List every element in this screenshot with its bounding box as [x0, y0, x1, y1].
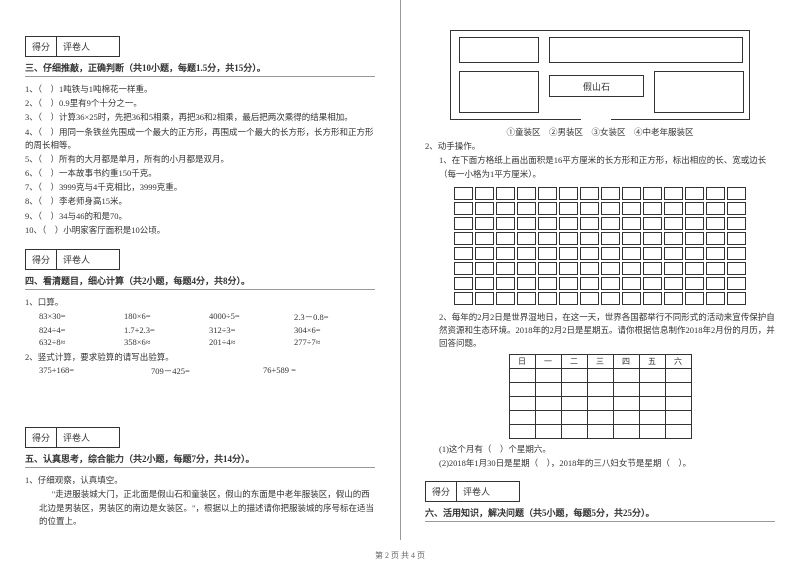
- score-label: 得分: [26, 250, 56, 269]
- q3-10: 10、（ ）小明家客厅面积是10公顷。: [25, 224, 375, 237]
- q5-1: 1、仔细观察，认真填空。: [25, 474, 375, 487]
- score-box-5: 得分 评卷人: [25, 427, 120, 448]
- grader-label: 评卷人: [56, 37, 96, 56]
- calc-cell: 76+589 =: [263, 365, 375, 377]
- calc-cell: 2.3－0.8=: [294, 311, 375, 323]
- q3-9: 9、（ ）34与46的和是70。: [25, 210, 375, 223]
- right-column: 假山石 ①童装区 ②男装区 ③女装区 ④中老年服装区 2、动手操作。 1、在下面…: [400, 0, 800, 565]
- grader-label: 评卷人: [56, 250, 96, 269]
- grader-label: 评卷人: [456, 482, 496, 501]
- calc-cell: 180×6=: [124, 311, 205, 323]
- q3-2: 2、（ ）0.9里有9个十分之一。: [25, 97, 375, 110]
- score-label: 得分: [26, 37, 56, 56]
- calc-cell: 824÷4=: [39, 325, 120, 335]
- q5-para: "走进服装城大门，正北面是假山石和童装区，假山的东面是中老年服装区，假山的西北边…: [39, 488, 375, 528]
- calc-cell: 201÷4≈: [209, 337, 290, 347]
- hands-sub2: (2)2018年1月30日是星期（ ），2018年的三八妇女节是星期（ ）。: [439, 457, 775, 470]
- q3-8: 8、（ ）李老师身高15米。: [25, 195, 375, 208]
- calc-cell: 375+168=: [39, 365, 151, 377]
- calc-cell: 4000÷5=: [209, 311, 290, 323]
- score-label: 得分: [426, 482, 456, 501]
- calc-cell: 358×6≈: [124, 337, 205, 347]
- grader-label: 评卷人: [56, 428, 96, 447]
- score-label: 得分: [26, 428, 56, 447]
- hands-header: 2、动手操作。: [425, 140, 775, 153]
- section-6-title: 六、活用知识，解决问题（共5小题，每题5分，共25分）。: [425, 506, 775, 522]
- calc-grid-2: 375+168= 709－425= 76+589 =: [39, 365, 375, 377]
- score-box-3: 得分 评卷人: [25, 36, 120, 57]
- q3-5: 5、（ ）所有的大月都是单月，所有的小月都是双月。: [25, 153, 375, 166]
- calc-grid: 83×30= 180×6= 4000÷5= 2.3－0.8= 824÷4= 1.…: [39, 311, 375, 347]
- calc-cell: 304×6=: [294, 325, 375, 335]
- section-3-items: 1、（ ）1吨铁与1吨棉花一样重。 2、（ ）0.9里有9个十分之一。 3、（ …: [25, 83, 375, 237]
- q3-1: 1、（ ）1吨铁与1吨棉花一样重。: [25, 83, 375, 96]
- calendar-table: 日一二三四五六: [509, 354, 692, 439]
- q4-1: 1、口算。: [25, 296, 375, 309]
- left-column: 得分 评卷人 三、仔细推敲，正确判断（共10小题，每题1.5分，共15分）。 1…: [0, 0, 400, 565]
- calc-cell: 709－425=: [151, 365, 263, 377]
- section-4-title: 四、看清题目，细心计算（共2小题，每题4分，共8分）。: [25, 274, 375, 290]
- q3-6: 6、（ ）一本故事书约重150千克。: [25, 167, 375, 180]
- section-3-title: 三、仔细推敲，正确判断（共10小题，每题1.5分，共15分）。: [25, 61, 375, 77]
- hands-q1: 1、在下面方格纸上画出面积是16平方厘米的长方形和正方形，标出相应的长、宽或边长…: [439, 154, 775, 180]
- q3-3: 3、（ ）计算36×25时，先把36和5相乘，再把36和2相乘，最后把两次乘得的…: [25, 111, 375, 124]
- rock-label: 假山石: [583, 82, 610, 92]
- section-5-title: 五、认真思考，综合能力（共2小题，每题7分，共14分）。: [25, 452, 375, 468]
- hands-q2: 2、每年的2月2日是世界湿地日，在这一天，世界各国都举行不同形式的活动来宣传保护…: [439, 311, 775, 351]
- calc-cell: 632÷8≈: [39, 337, 120, 347]
- zone-legend: ①童装区 ②男装区 ③女装区 ④中老年服装区: [425, 126, 775, 139]
- calc-cell: 83×30=: [39, 311, 120, 323]
- score-box-6: 得分 评卷人: [425, 481, 520, 502]
- score-box-4: 得分 评卷人: [25, 249, 120, 270]
- store-diagram: 假山石: [450, 30, 750, 120]
- page-footer: 第 2 页 共 4 页: [0, 550, 800, 561]
- q3-7: 7、（ ）3999克与4千克相比，3999克重。: [25, 181, 375, 194]
- calc-cell: 277÷7≈: [294, 337, 375, 347]
- calc-cell: 312÷3=: [209, 325, 290, 335]
- hands-sub1: (1)这个月有（ ）个星期六。: [439, 443, 775, 456]
- q3-4: 4、（ ）用同一条铁丝先围成一个最大的正方形，再围成一个最大的长方形，长方形和正…: [25, 126, 375, 152]
- calc-cell: 1.7+2.3=: [124, 325, 205, 335]
- q4-2: 2、竖式计算，要求验算的请写出验算。: [25, 351, 375, 364]
- column-divider: [400, 0, 401, 540]
- grid-paper: [452, 185, 748, 307]
